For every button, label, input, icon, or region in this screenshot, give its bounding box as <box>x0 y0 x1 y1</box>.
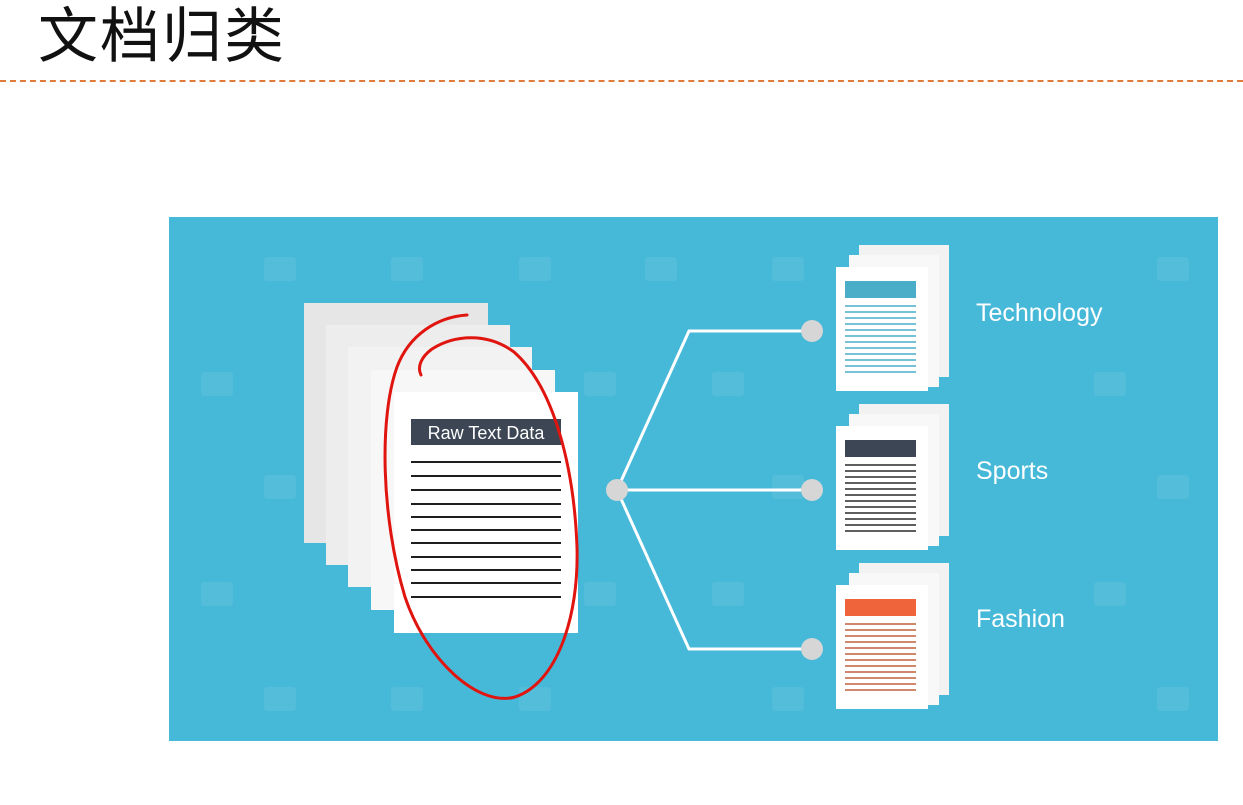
slide-title: 文档归类 <box>38 2 286 72</box>
sports-node <box>801 479 823 501</box>
raw-document-label: Raw Text Data <box>428 423 546 443</box>
connector-lines <box>615 329 812 651</box>
fashion-node <box>801 638 823 660</box>
raw-document-lines <box>411 461 561 598</box>
classification-diagram: Raw Text Data <box>169 217 1218 741</box>
source-node <box>606 479 628 501</box>
technology-document-stack <box>836 245 949 391</box>
raw-document-stack: Raw Text Data <box>304 303 578 633</box>
raw-document-header <box>411 419 561 445</box>
technology-node <box>801 320 823 342</box>
diagram-canvas: Raw Text Data <box>201 245 1189 711</box>
sports-document-stack <box>836 404 949 550</box>
category-label-sports: Sports <box>976 457 1049 485</box>
fashion-document-stack <box>836 563 949 709</box>
category-label-fashion: Fashion <box>976 605 1065 633</box>
red-circle-annotation <box>383 313 579 700</box>
category-label-technology: Technology <box>976 299 1103 327</box>
title-divider <box>0 80 1243 82</box>
background-pattern <box>201 257 1189 711</box>
